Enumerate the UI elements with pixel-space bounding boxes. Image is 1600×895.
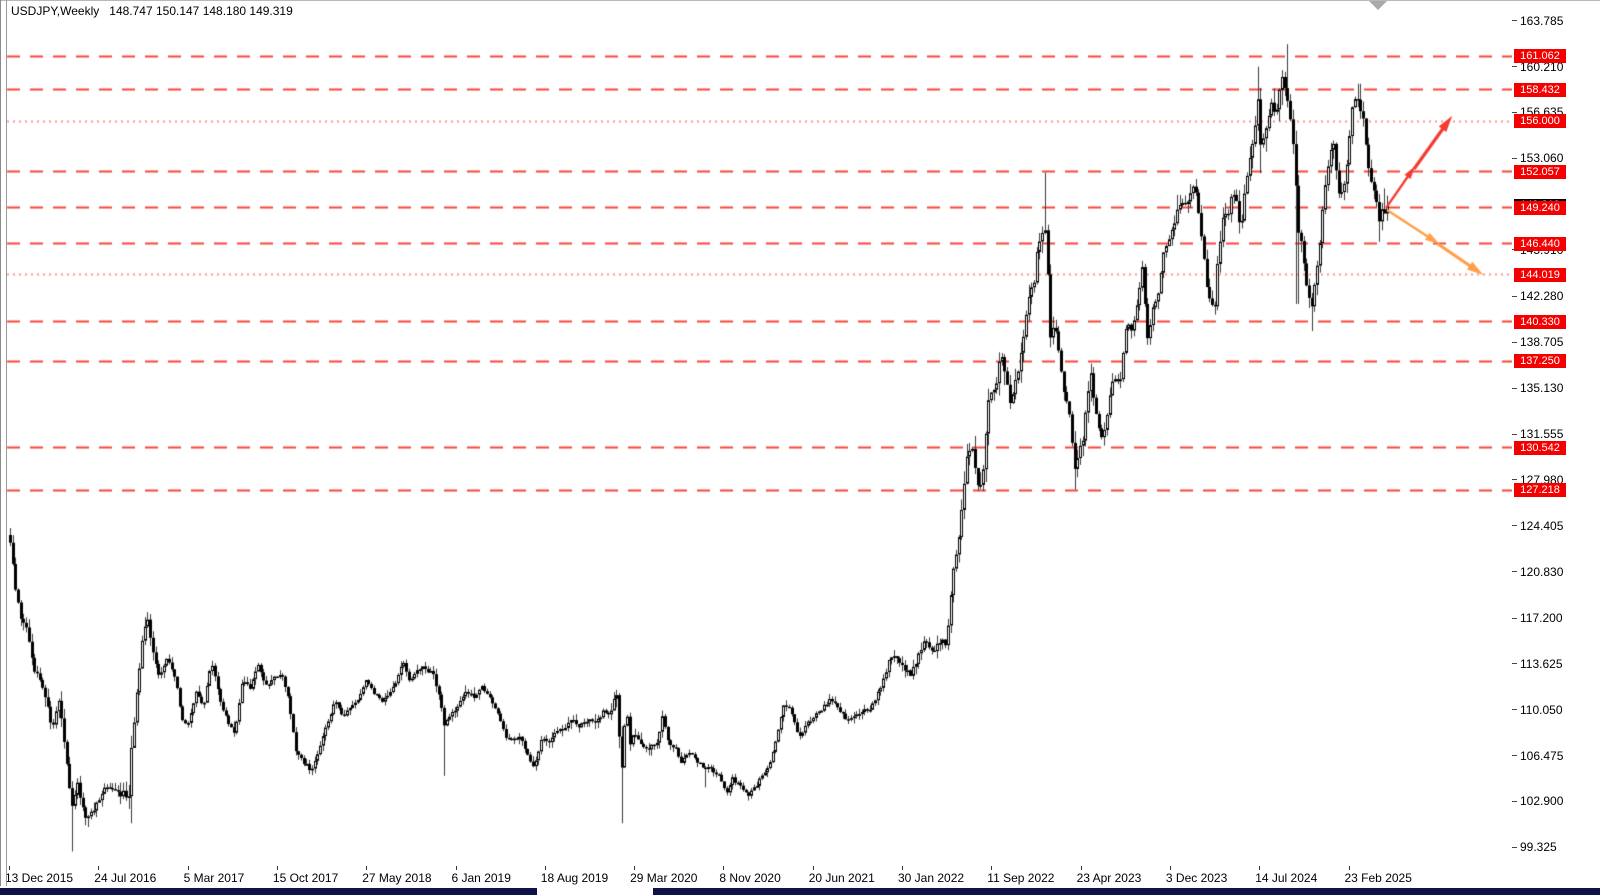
price-tick-label: 142.280 <box>1520 289 1564 304</box>
time-tick-label: 24 Jul 2016 <box>94 871 157 885</box>
time-tick-mark <box>276 866 278 870</box>
price-tick-label: 153.060 <box>1520 151 1564 166</box>
price-tick-label: 106.475 <box>1520 748 1564 763</box>
price-tick-mark <box>1512 296 1517 297</box>
time-tick-label: 3 Dec 2023 <box>1165 871 1228 885</box>
level-price-badge: 127.218 <box>1514 483 1566 498</box>
chart-ohlc-values: 148.747 150.147 148.180 149.319 <box>109 4 293 18</box>
bottom-status-bar <box>0 888 1600 895</box>
time-tick-mark <box>455 866 457 870</box>
time-tick-mark <box>812 866 814 870</box>
time-tick-mark <box>634 866 636 870</box>
time-tick-label: 14 Jul 2024 <box>1255 871 1318 885</box>
price-tick-mark <box>1512 618 1517 619</box>
price-axis: 163.785160.210156.635153.060145.910142.2… <box>1512 0 1600 866</box>
time-tick-label: 29 Mar 2020 <box>630 871 698 885</box>
level-price-badge: 161.062 <box>1514 49 1566 64</box>
time-tick-mark <box>1259 866 1261 870</box>
time-tick-label: 5 Mar 2017 <box>183 871 245 885</box>
price-tick-mark <box>1512 388 1517 389</box>
price-tick-label: 113.625 <box>1520 656 1563 671</box>
price-tick-mark <box>1512 847 1517 848</box>
time-tick-label: 23 Apr 2023 <box>1076 871 1142 885</box>
level-price-badge: 137.250 <box>1514 354 1566 369</box>
time-tick-label: 8 Nov 2020 <box>719 871 781 885</box>
price-tick-label: 131.555 <box>1520 427 1564 442</box>
price-tick-label: 99.325 <box>1520 840 1557 855</box>
price-tick-mark <box>1512 479 1517 480</box>
level-price-badge: 149.240 <box>1514 200 1566 215</box>
time-tick-mark <box>544 866 546 870</box>
price-tick-label: 135.130 <box>1520 381 1564 396</box>
price-tick-mark <box>1512 434 1517 435</box>
level-price-badge: 158.432 <box>1514 82 1566 97</box>
time-tick-label: 20 Jun 2021 <box>808 871 875 885</box>
price-tick-label: 120.830 <box>1520 564 1564 579</box>
time-tick-label: 30 Jan 2022 <box>898 871 965 885</box>
bottom-bar-divider <box>0 887 1600 888</box>
time-tick-label: 18 Aug 2019 <box>540 871 609 885</box>
price-tick-label: 163.785 <box>1520 13 1564 28</box>
time-tick-mark <box>723 866 725 870</box>
level-price-badge: 146.440 <box>1514 236 1566 251</box>
level-price-badge: 130.542 <box>1514 440 1566 455</box>
price-tick-mark <box>1512 342 1517 343</box>
time-tick-label: 6 Jan 2019 <box>451 871 511 885</box>
price-chart-canvas[interactable] <box>0 0 1600 866</box>
time-tick-label: 23 Feb 2025 <box>1344 871 1412 885</box>
time-tick-mark <box>1169 866 1171 870</box>
level-price-badge: 156.000 <box>1514 114 1566 129</box>
chart-symbol-period: USDJPY,Weekly <box>11 4 100 18</box>
time-tick-label: 27 May 2018 <box>362 871 432 885</box>
level-price-badge: 152.057 <box>1514 164 1566 179</box>
time-tick-mark <box>366 866 368 870</box>
price-tick-mark <box>1512 663 1517 664</box>
time-tick-mark <box>902 866 903 870</box>
price-tick-mark <box>1512 709 1517 710</box>
time-tick-label: 13 Dec 2015 <box>5 871 74 885</box>
bottom-bar-gap <box>537 888 653 895</box>
window-border-top <box>0 0 1600 1</box>
price-tick-label: 102.900 <box>1520 794 1564 809</box>
window-border-left-inner <box>6 0 7 886</box>
price-tick-label: 117.200 <box>1520 611 1563 626</box>
time-tick-label: 15 Oct 2017 <box>272 871 339 885</box>
price-tick-mark <box>1512 801 1517 802</box>
level-price-badge: 140.330 <box>1514 314 1566 329</box>
price-tick-mark <box>1512 755 1517 756</box>
price-tick-mark <box>1512 571 1517 572</box>
price-tick-mark <box>1512 525 1517 526</box>
time-tick-mark <box>9 866 10 870</box>
time-tick-mark <box>187 866 189 870</box>
chart-shift-triangle-icon[interactable] <box>1369 1 1387 10</box>
time-axis[interactable]: 13 Dec 2015 24 Jul 2016 5 Mar 2017 15 Oct 2… <box>0 866 1600 887</box>
time-tick-mark <box>1348 866 1350 870</box>
price-tick-mark <box>1512 66 1517 67</box>
level-price-badge: 144.019 <box>1514 267 1566 282</box>
price-tick-mark <box>1512 20 1517 21</box>
time-tick-label: 11 Sep 2022 <box>987 871 1055 885</box>
price-tick-label: 110.050 <box>1520 702 1563 717</box>
price-tick-label: 138.705 <box>1520 335 1564 350</box>
price-tick-label: 124.405 <box>1520 518 1564 533</box>
time-tick-mark <box>98 866 100 870</box>
time-tick-mark <box>991 866 993 870</box>
time-tick-mark <box>1080 866 1082 870</box>
window-border-left <box>0 0 1 886</box>
chart-title: USDJPY,Weekly 148.747 150.147 148.180 149… <box>11 4 293 18</box>
price-tick-mark <box>1512 158 1517 159</box>
price-tick-mark <box>1512 112 1517 113</box>
